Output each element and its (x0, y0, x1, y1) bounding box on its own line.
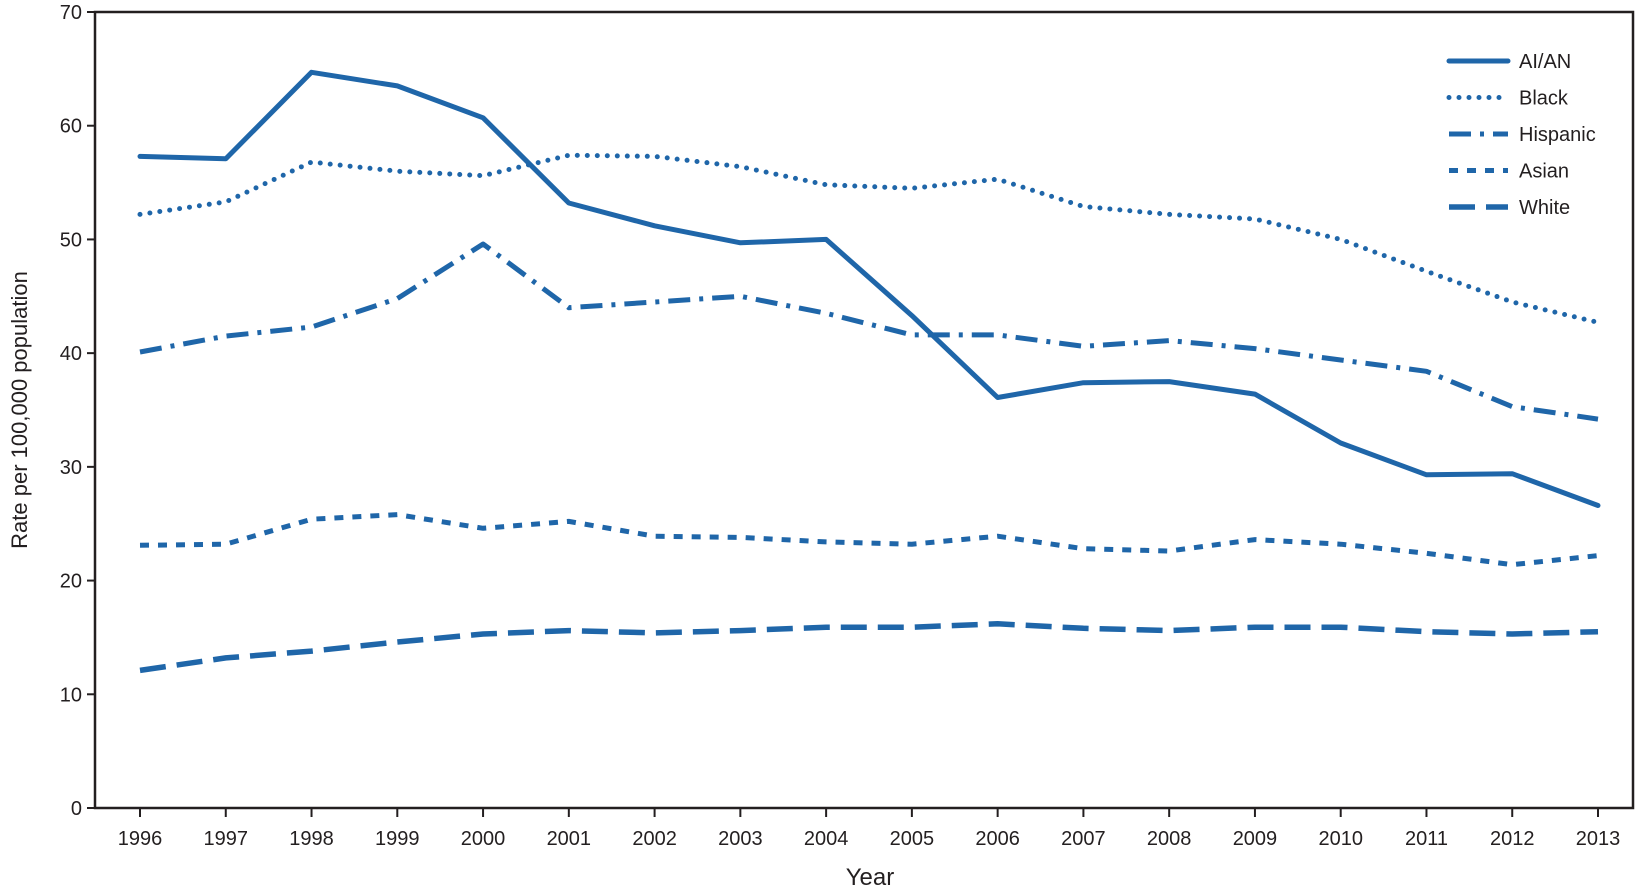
y-tick-label-70: 70 (60, 2, 82, 24)
y-tick-label-10: 10 (60, 684, 82, 706)
series-line-hispanic (139, 241, 1599, 422)
x-tick-label-2013: 2013 (1576, 828, 1621, 850)
legend-label-hispanic: Hispanic (1519, 124, 1596, 146)
x-axis: 1996 1997 1998 1999 2000 2001 2002 2003 2004 2005… (118, 808, 1621, 850)
legend-label-black: Black (1519, 88, 1569, 110)
x-tick-label-2008: 2008 (1147, 828, 1192, 850)
x-tick-label-2006: 2006 (975, 828, 1020, 850)
x-tick-label-2004: 2004 (804, 828, 849, 850)
x-tick-label-2001: 2001 (547, 828, 592, 850)
x-tick-label-1997: 1997 (204, 828, 249, 850)
y-tick-label-50: 50 (60, 229, 82, 251)
x-tick-label-2003: 2003 (718, 828, 763, 850)
x-tick-label-2010: 2010 (1318, 828, 1363, 850)
x-tick-label-1999: 1999 (375, 828, 420, 850)
plot-border (93, 10, 1635, 810)
x-tick-label-1996: 1996 (118, 828, 163, 850)
x-tick-label-2005: 2005 (890, 828, 935, 850)
x-tick-label-2000: 2000 (461, 828, 506, 850)
y-axis-title: Rate per 100,000 population (7, 271, 32, 549)
y-tick-label-40: 40 (60, 343, 82, 365)
x-axis-title: Year (846, 864, 895, 891)
y-tick-label-60: 60 (60, 116, 82, 138)
series-layer (137, 69, 1601, 674)
x-tick-label-2002: 2002 (632, 828, 677, 850)
x-tick-label-2012: 2012 (1490, 828, 1535, 850)
series-line-black (137, 152, 1601, 325)
plot-frame (93, 10, 1635, 810)
x-tick-label-1998: 1998 (289, 828, 334, 850)
legend: AI/AN Black Hispanic Asian White (1446, 51, 1596, 219)
legend-label-white: White (1519, 197, 1570, 219)
y-tick-label-0: 0 (71, 798, 82, 820)
series-line-ai-an (137, 69, 1601, 508)
y-tick-label-20: 20 (60, 571, 82, 593)
y-tick-label-30: 30 (60, 457, 82, 479)
y-axis: 0 10 20 30 40 50 60 70 (60, 2, 95, 820)
series-line-white (139, 621, 1599, 674)
x-tick-label-2007: 2007 (1061, 828, 1106, 850)
legend-label-asian: Asian (1519, 161, 1569, 183)
legend-label-ai-an: AI/AN (1519, 51, 1571, 73)
x-tick-label-2009: 2009 (1233, 828, 1278, 850)
x-tick-label-2011: 2011 (1405, 828, 1448, 850)
